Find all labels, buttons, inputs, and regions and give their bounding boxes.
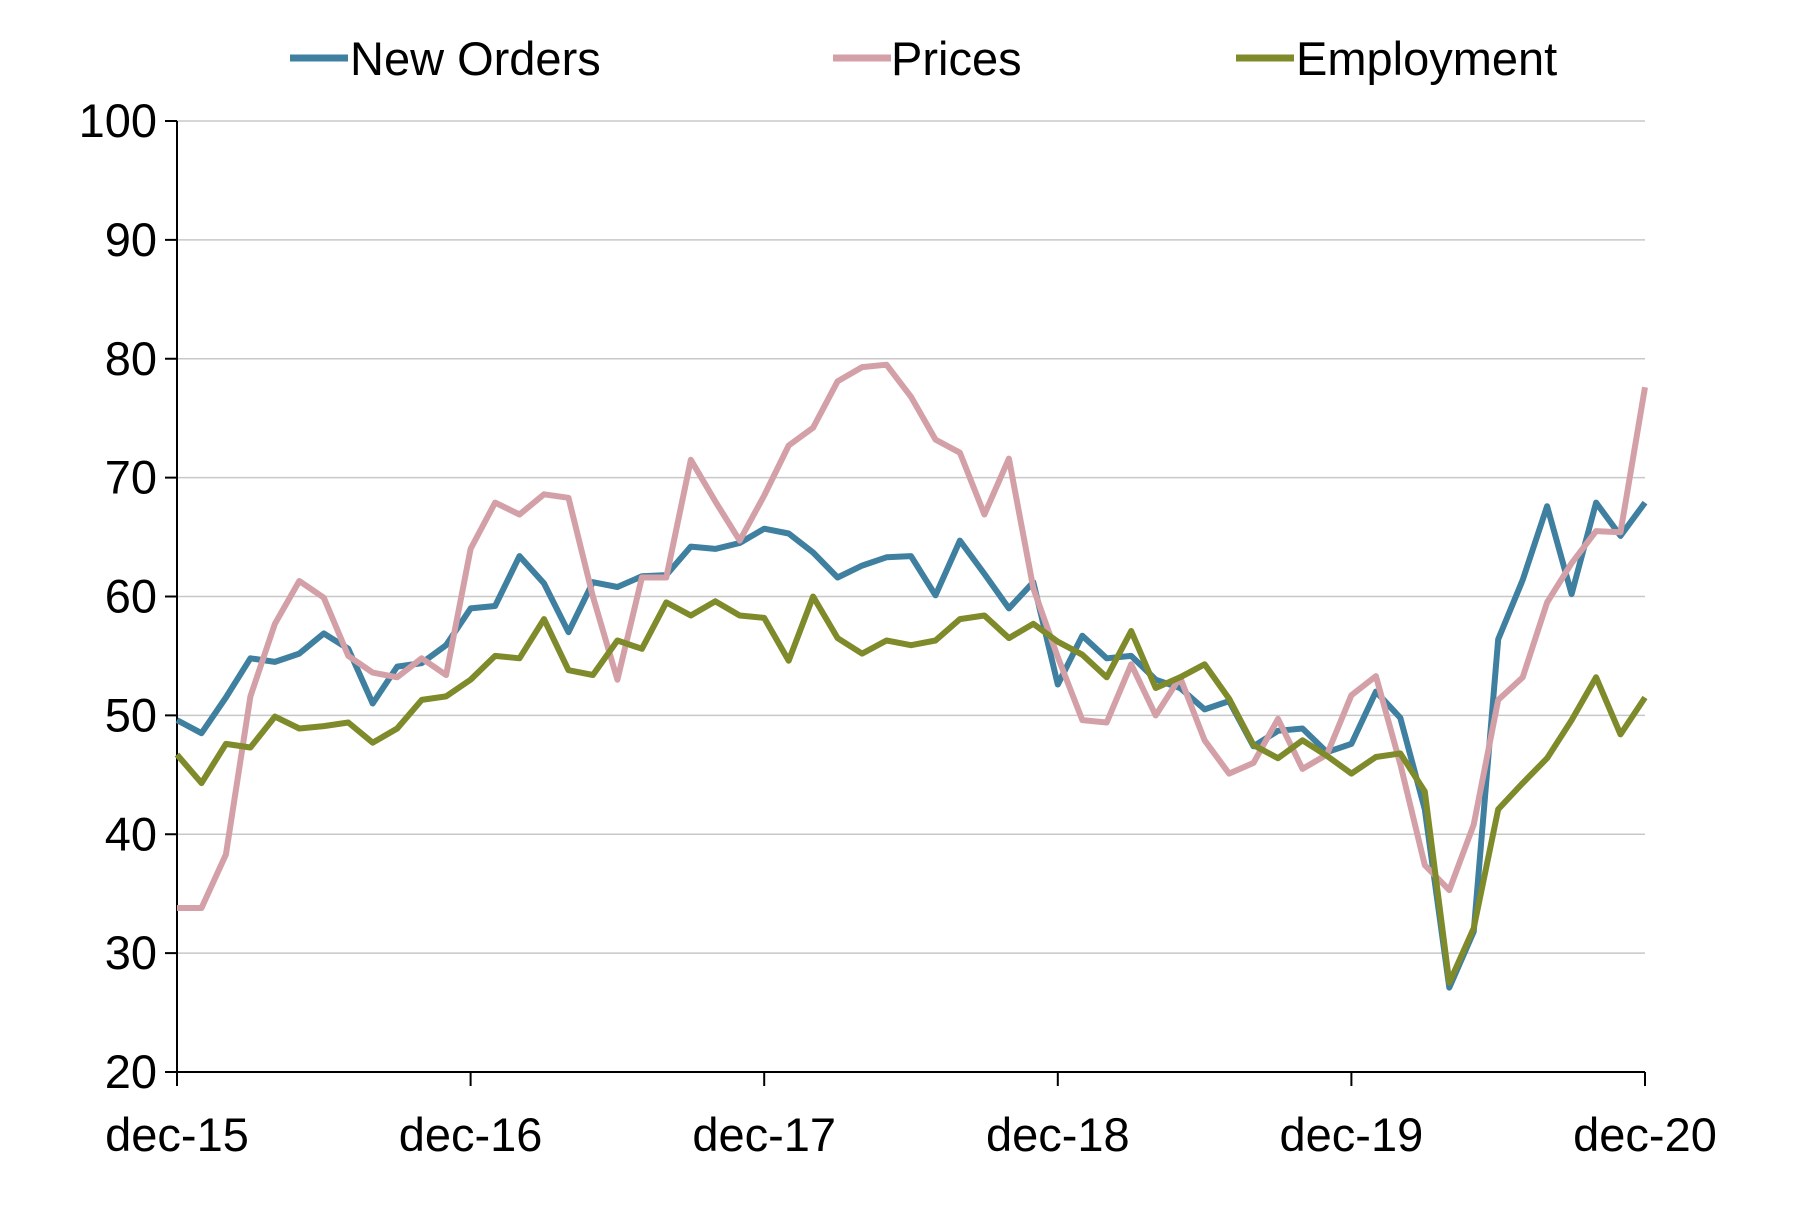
y-tick-label: 60 xyxy=(105,570,157,623)
x-tick-label: dec-15 xyxy=(105,1108,249,1161)
x-tick-label: dec-16 xyxy=(399,1108,543,1161)
y-tick-label: 30 xyxy=(105,926,157,979)
series-line-prices xyxy=(177,361,1648,911)
x-tick-label: dec-18 xyxy=(986,1108,1130,1161)
legend-item-new-orders: New Orders xyxy=(290,32,601,85)
y-axis-ticks: 20 30 40 50 60 70 80 90 100 xyxy=(79,94,177,1098)
y-tick-label: 50 xyxy=(105,688,157,741)
y-tick-label: 40 xyxy=(105,807,157,860)
x-tick-label: dec-17 xyxy=(692,1108,836,1161)
legend-label: Prices xyxy=(891,32,1022,85)
legend-item-employment: Employment xyxy=(1236,32,1557,85)
legend-label: Employment xyxy=(1296,32,1557,85)
series-line-employment xyxy=(174,593,1648,986)
x-tick-label: dec-20 xyxy=(1573,1108,1717,1161)
y-tick-label: 20 xyxy=(105,1045,157,1098)
legend-label: New Orders xyxy=(350,32,601,85)
y-tick-label: 70 xyxy=(105,451,157,504)
gridlines xyxy=(177,120,1645,954)
y-tick-label: 80 xyxy=(105,332,157,385)
series-lines xyxy=(174,361,1648,991)
y-tick-label: 100 xyxy=(79,94,157,147)
series-line-new-orders xyxy=(175,499,1648,991)
legend-item-prices: Prices xyxy=(833,32,1022,85)
x-tick-label: dec-19 xyxy=(1280,1108,1424,1161)
x-axis-ticks: dec-15 dec-16 dec-17 dec-18 dec-19 dec-20 xyxy=(105,1072,1717,1161)
y-tick-label: 90 xyxy=(105,213,157,266)
legend: New Orders Prices Employment xyxy=(290,32,1557,85)
